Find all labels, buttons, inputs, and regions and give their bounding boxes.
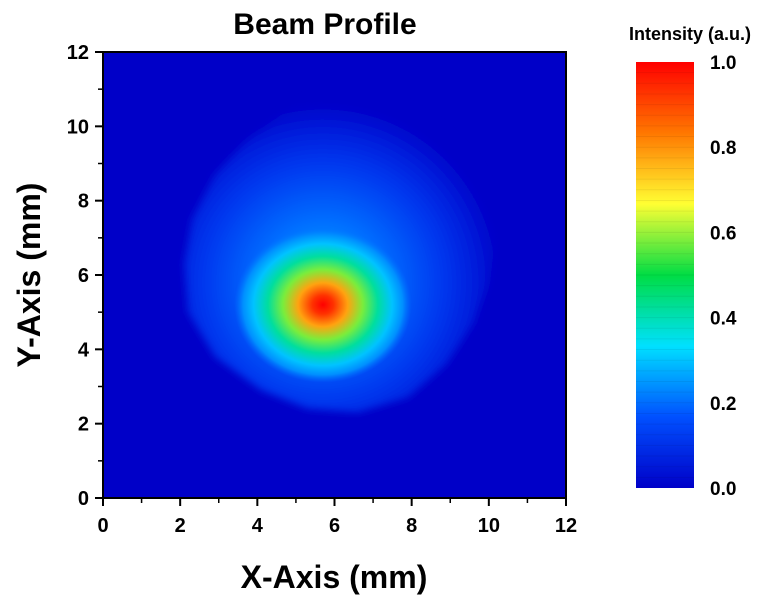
x-tick-label: 4 [252,515,264,537]
y-tick-label: 0 [78,488,89,510]
x-tick-label: 0 [97,515,108,537]
x-tick-label: 8 [406,515,417,537]
x-tick-label: 10 [478,515,500,537]
chart-title: Beam Profile [233,8,416,41]
colorbar [636,62,694,488]
x-axis-label: X-Axis (mm) [241,559,428,595]
colorbar-bands [636,72,694,478]
colorbar-tick-label: 0.8 [710,138,736,159]
y-tick-label: 12 [67,42,89,64]
colorbar-tick-label: 1.0 [710,53,736,74]
plot-area [103,52,566,498]
y-axis-ticks: 0 2 4 6 8 10 12 [67,42,103,510]
beam-core [234,226,412,383]
colorbar-tick-label: 0.6 [710,223,736,244]
y-tick-label: 8 [78,191,89,213]
y-axis-label: Y-Axis (mm) [11,183,47,368]
x-tick-label: 12 [555,515,577,537]
colorbar-tick-label: 0.0 [710,479,736,500]
x-axis-ticks: 0 2 4 6 8 10 12 [97,498,577,537]
y-tick-label: 2 [78,414,89,436]
colorbar-ticks: 0.0 0.2 0.4 0.6 0.8 1.0 [710,53,737,500]
colorbar-tick-label: 0.4 [710,309,737,330]
y-tick-label: 6 [78,265,89,287]
x-tick-label: 2 [175,515,186,537]
colorbar-tick-label: 0.2 [710,394,736,415]
x-tick-label: 6 [329,515,340,537]
y-tick-label: 10 [67,116,89,138]
colorbar-title: Intensity (a.u.) [629,24,751,44]
y-tick-label: 4 [78,339,90,361]
